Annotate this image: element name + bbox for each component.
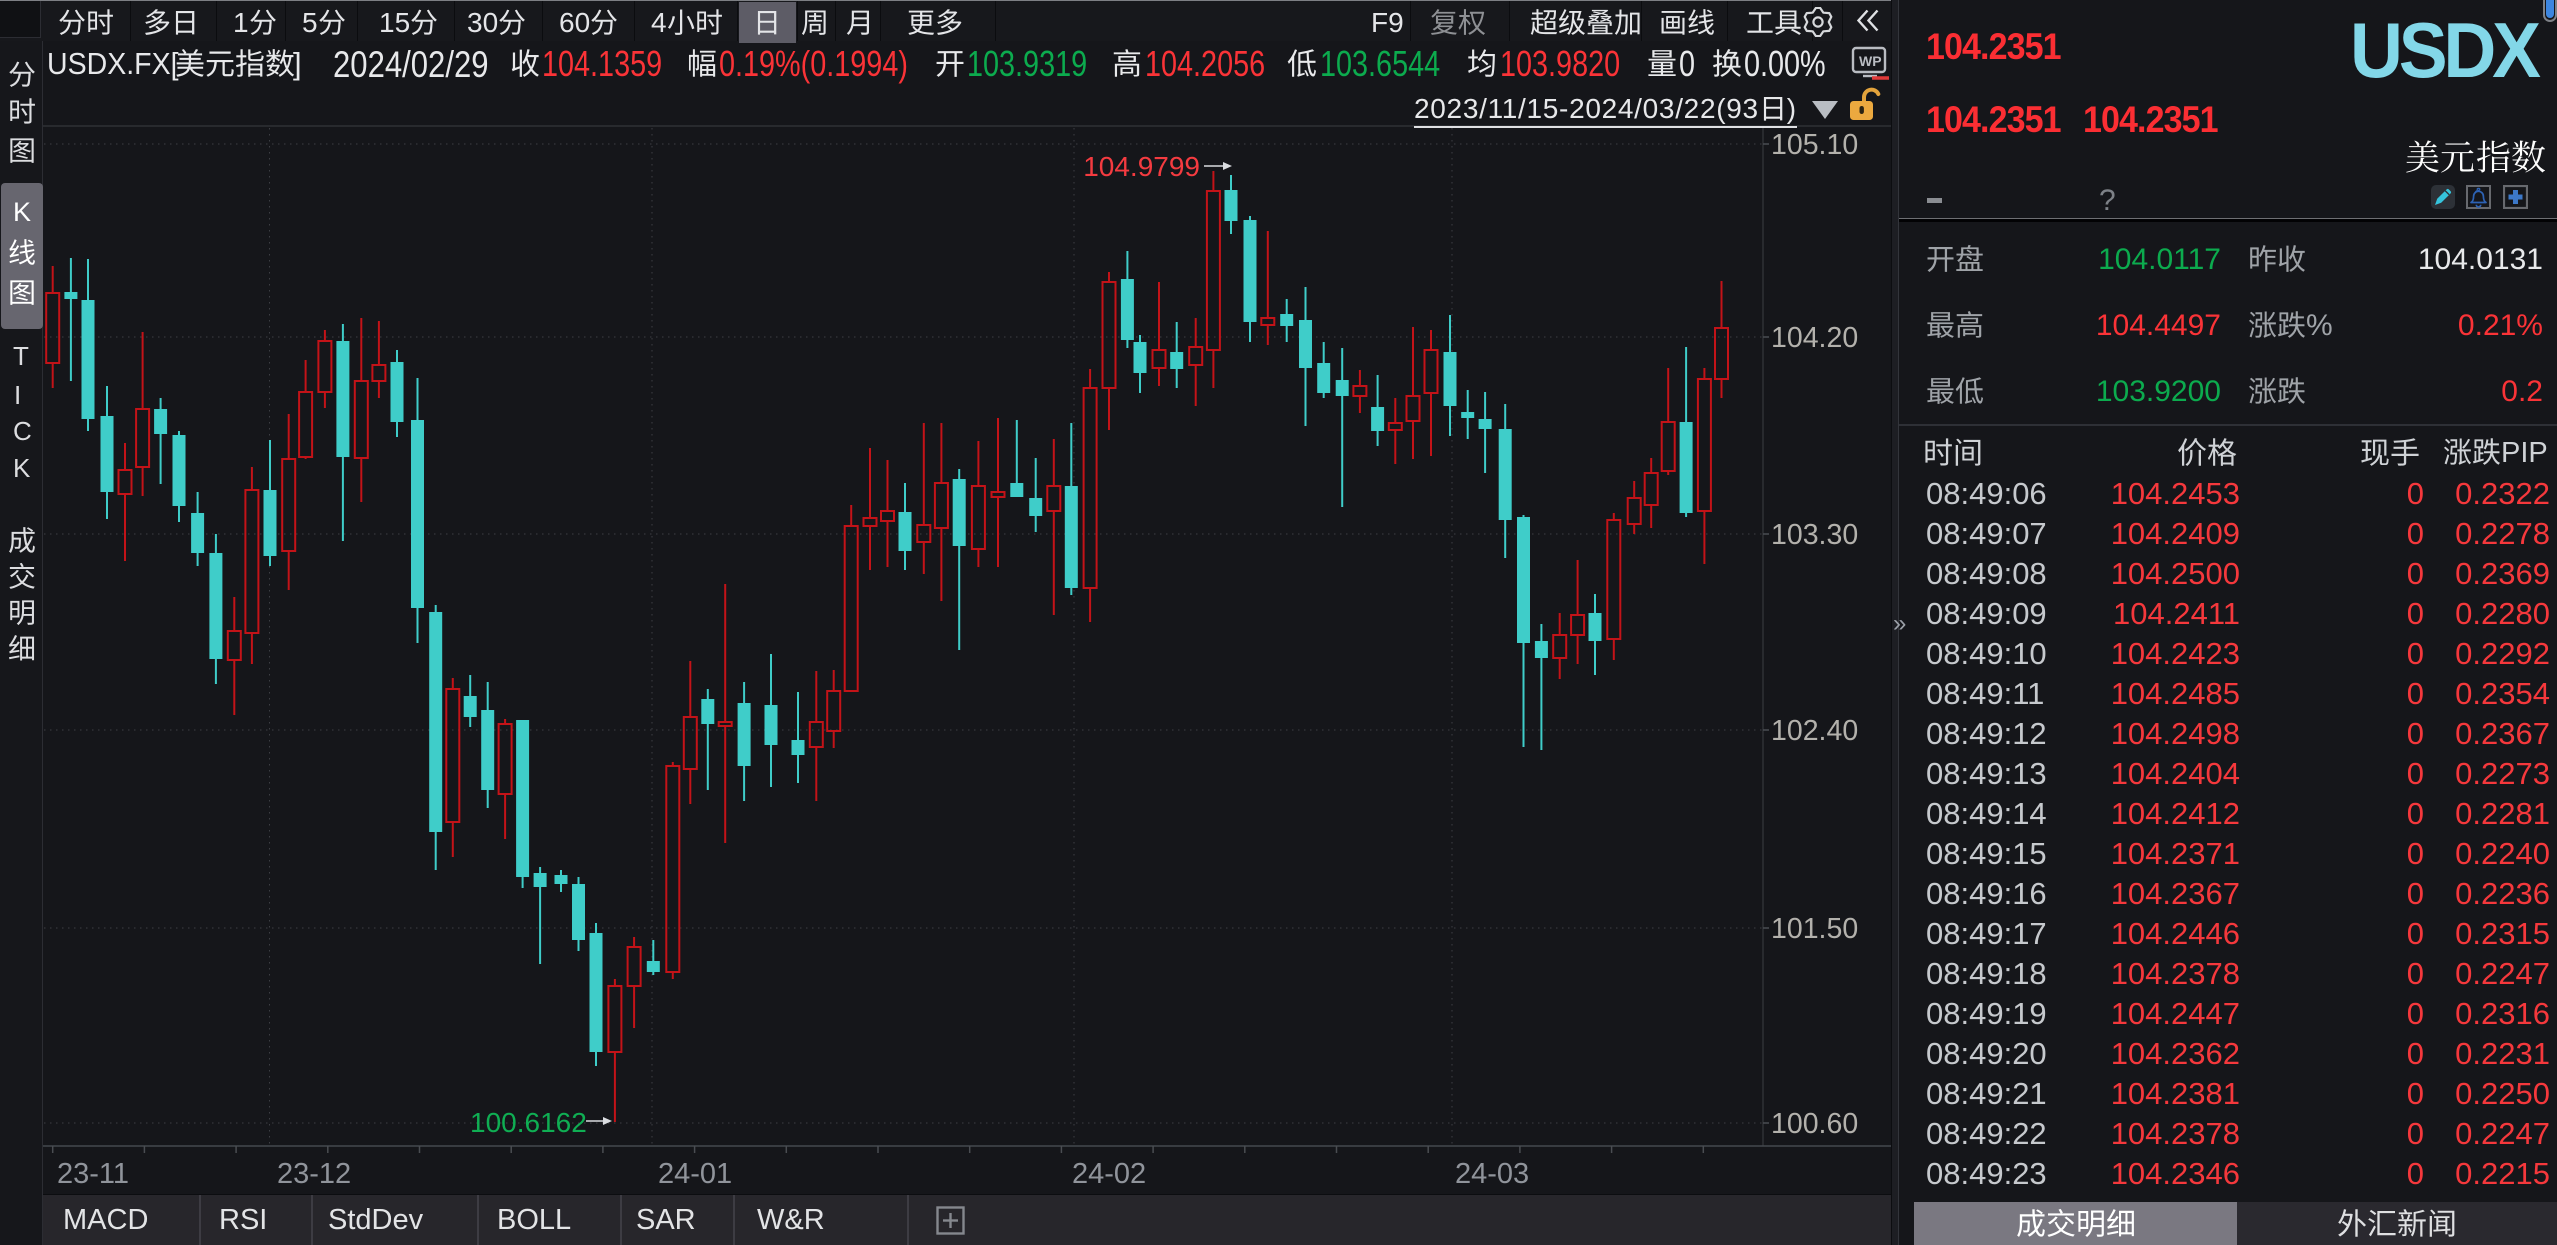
svg-text:23-11: 23-11 — [57, 1158, 129, 1190]
svg-text:24-01: 24-01 — [658, 1158, 732, 1190]
svg-text:23-12: 23-12 — [277, 1158, 351, 1190]
svg-text:101.50: 101.50 — [1771, 913, 1858, 945]
svg-text:103.30: 103.30 — [1771, 519, 1858, 551]
svg-text:100.6162: 100.6162 — [470, 1107, 587, 1138]
svg-text:100.60: 100.60 — [1771, 1108, 1858, 1140]
svg-text:24-02: 24-02 — [1072, 1158, 1146, 1190]
svg-text:105.10: 105.10 — [1771, 129, 1858, 161]
svg-text:104.20: 104.20 — [1771, 322, 1858, 354]
svg-text:24-03: 24-03 — [1455, 1158, 1529, 1190]
svg-text:102.40: 102.40 — [1771, 715, 1858, 747]
svg-text:104.9799: 104.9799 — [1083, 151, 1200, 182]
svg-text:WP: WP — [1859, 53, 1882, 69]
